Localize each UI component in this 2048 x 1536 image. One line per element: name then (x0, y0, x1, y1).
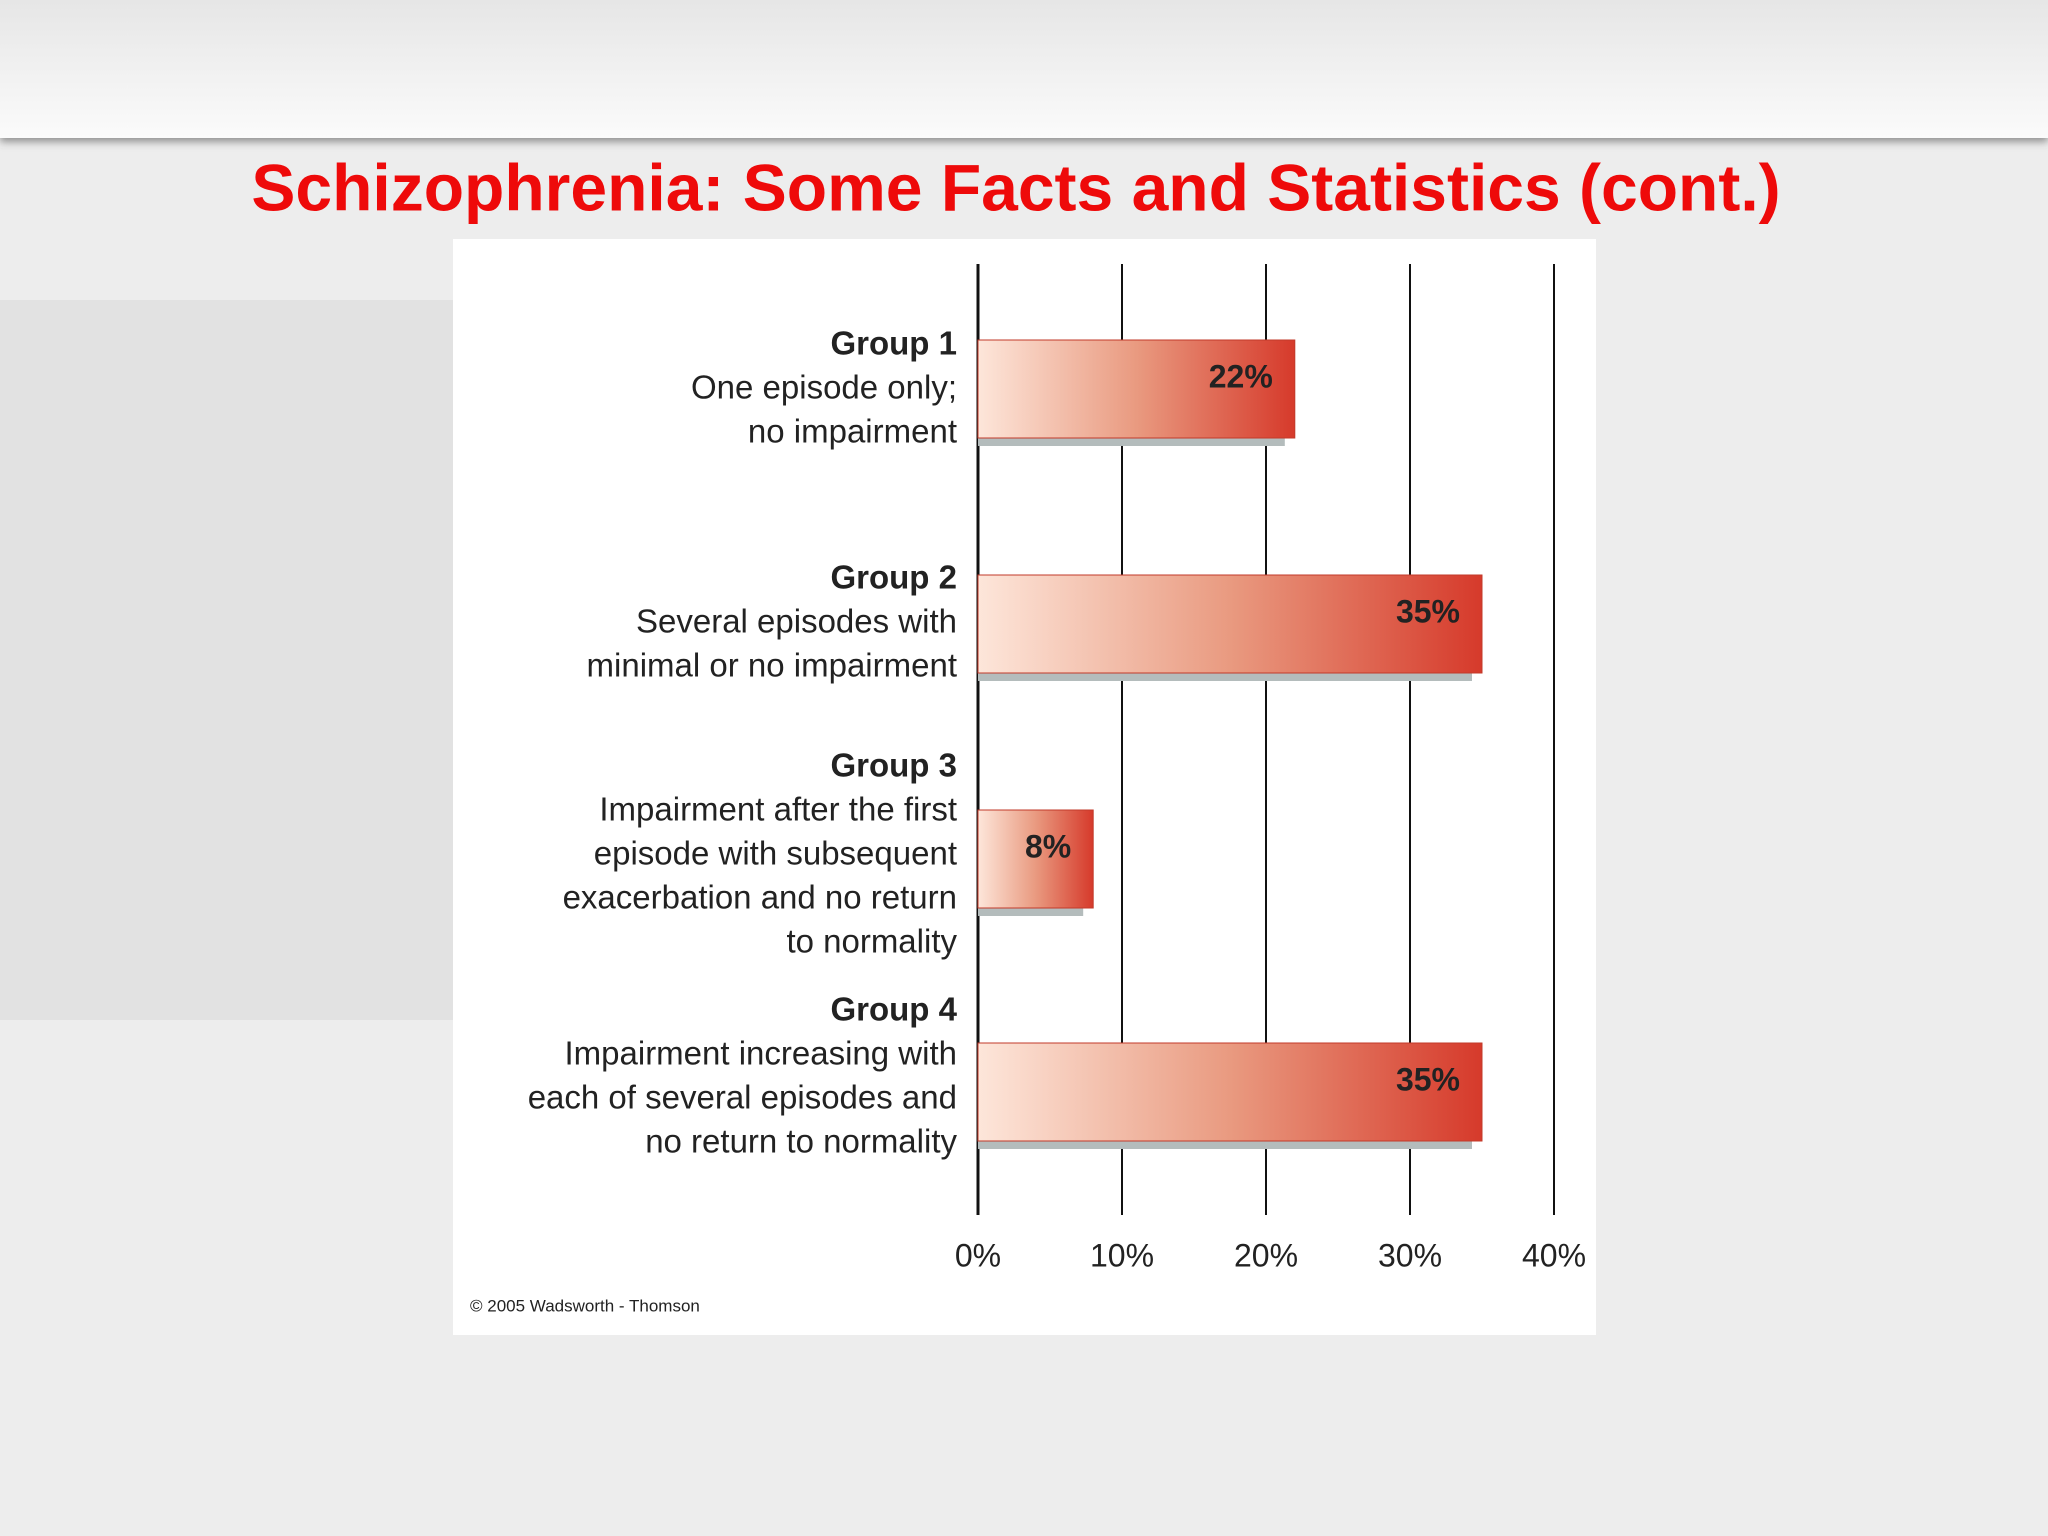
background-shape (0, 300, 460, 1020)
category-description: exacerbation and no return (563, 879, 957, 916)
x-tick-label: 40% (1522, 1237, 1586, 1273)
x-tick-label: 20% (1234, 1237, 1298, 1273)
bar (977, 1042, 1483, 1142)
category-description: One episode only; (691, 369, 957, 406)
x-tick-label: 30% (1378, 1237, 1442, 1273)
category-label: Group 4 (830, 991, 957, 1028)
category-label: Group 2 (830, 559, 957, 596)
bar (977, 809, 1094, 909)
category-description: Impairment after the first (599, 791, 957, 828)
x-tick-label: 0% (955, 1237, 1001, 1273)
category-description: episode with subsequent (594, 835, 957, 872)
category-label: Group 3 (830, 747, 957, 784)
source-note: © 2005 Wadsworth - Thomson (470, 1296, 700, 1315)
slide-title: Schizophrenia: Some Facts and Statistics… (251, 150, 1780, 224)
header-band (0, 0, 2048, 138)
value-label: 8% (1025, 828, 1071, 864)
bar (977, 574, 1483, 674)
plot: 0% 10% 20% 30% 40% Group 1 One episode only; no… (528, 264, 1586, 1273)
category-description: minimal or no impairment (587, 647, 957, 684)
category-description: Impairment increasing with (565, 1035, 958, 1072)
bar (977, 339, 1296, 439)
category-description: to normality (786, 923, 957, 960)
category-description: each of several episodes and (528, 1079, 957, 1116)
value-label: 22% (1209, 358, 1273, 394)
x-tick-label: 10% (1090, 1237, 1154, 1273)
category-description: Several episodes with (636, 603, 957, 640)
category-description: no return to normality (645, 1123, 957, 1160)
category-label: Group 1 (830, 325, 957, 362)
value-label: 35% (1396, 593, 1460, 629)
value-label: 35% (1396, 1061, 1460, 1097)
category-description: no impairment (748, 413, 957, 450)
